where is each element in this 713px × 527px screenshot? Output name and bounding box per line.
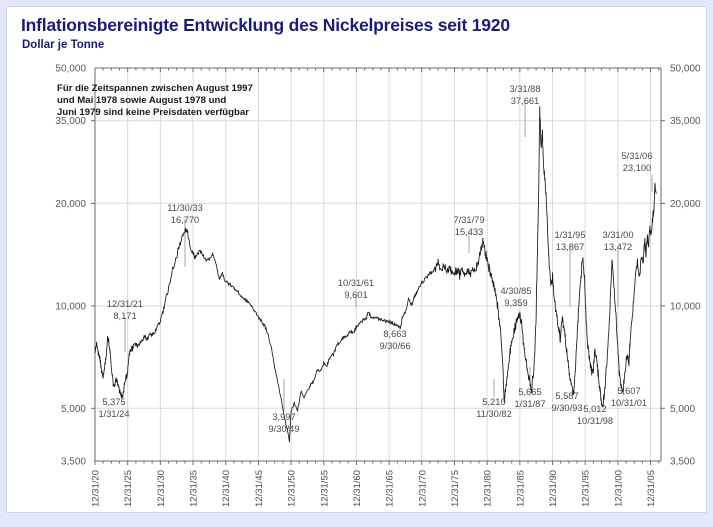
price-line: [94, 106, 657, 443]
annotation-value-or-date: 9/30/93: [551, 403, 582, 413]
x-axis-tick-label: 12/31/60: [352, 470, 363, 507]
chart-svg: 3,500 5,000 10,000 20,000 35,000 50,000 3,500…: [55, 64, 701, 507]
annotation-date-or-value: 4/30/85: [500, 286, 531, 296]
page-subtitle: Dollar je Tonne: [22, 39, 105, 51]
annotations-group: 12/31/21 8,171 5,375 1/31/24 11/30/33 16,770 3…: [98, 84, 652, 434]
annotation-date-or-value: 12/31/21: [107, 299, 143, 309]
price-series-group: [94, 106, 657, 443]
annotation-date-or-value: 5,587: [555, 391, 578, 401]
y-axis-tick-label: 10,000: [55, 301, 86, 312]
nickel-price-chart: 3,500 5,000 10,000 20,000 35,000 50,000 3,500…: [7, 7, 706, 512]
y-axis-tick-label-right: 20,000: [670, 199, 701, 210]
annotation-leader-lines: [124, 100, 653, 411]
note-line-2: und Mai 1978 sowie August 1978 und: [57, 95, 226, 106]
annotation-value-or-date: 9/30/66: [379, 341, 410, 351]
y-axis-tick-label-right: 35,000: [670, 116, 701, 127]
y-axis-tick-label: 50,000: [55, 64, 86, 75]
y-axis-tick-label-right: 3,500: [670, 457, 695, 468]
y-axis-tick-label-right: 50,000: [670, 64, 701, 75]
annotation-value-or-date: 37,661: [511, 96, 539, 106]
x-axis-tick-label: 12/31/35: [189, 470, 200, 507]
x-axis-tick-label: 12/31/00: [613, 470, 624, 507]
x-axis-tick-label: 12/31/85: [515, 470, 526, 507]
annotation-date-or-value: 5,210: [482, 397, 505, 407]
x-axis-tick-label: 12/31/20: [91, 470, 102, 507]
note-line-1: Für die Zeitspannen zwischen August 1997: [57, 83, 253, 94]
y-axis-left: 3,500 5,000 10,000 20,000 35,000 50,000: [55, 64, 95, 468]
x-axis-tick-label: 12/31/25: [123, 470, 134, 507]
annotation-value-or-date: 23,100: [623, 163, 651, 173]
annotation-value-or-date: 16,770: [171, 215, 199, 225]
x-axis-tick-label: 12/31/95: [581, 470, 592, 507]
x-axis-tick-label: 12/31/65: [385, 470, 396, 507]
x-axis-tick-label: 12/31/70: [417, 470, 428, 507]
annotation-date-or-value: 11/30/33: [167, 203, 203, 213]
x-axis-tick-label: 12/31/75: [450, 470, 461, 507]
annotation-value-or-date: 9,359: [504, 298, 527, 308]
x-axis-tick-label: 12/31/05: [646, 470, 657, 507]
y-axis-tick-label-right: 5,000: [670, 404, 695, 415]
y-axis-tick-label: 35,000: [55, 116, 86, 127]
x-axis-tick-label: 12/31/45: [254, 470, 265, 507]
annotation-date-or-value: 3/31/88: [509, 84, 540, 94]
annotation-value-or-date: 1/31/87: [514, 399, 545, 409]
annotation-date-or-value: 5,665: [518, 387, 541, 397]
y-axis-right: 3,500 5,000 10,000 20,000 35,000 50,000: [661, 64, 701, 468]
axis-frame: [94, 68, 662, 462]
annotation-value-or-date: 9,601: [344, 290, 367, 300]
x-axis-tick-label: 12/31/55: [319, 470, 330, 507]
x-axis-tick-label: 12/31/80: [483, 470, 494, 507]
missing-data-note: Für die Zeitspannen zwischen August 1997…: [57, 83, 253, 118]
annotation-value-or-date: 8,171: [113, 311, 136, 321]
annotation-value-or-date: 11/30/82: [476, 409, 512, 419]
annotation-date-or-value: 8,663: [383, 329, 406, 339]
annotation-date-or-value: 1/31/95: [554, 230, 585, 240]
annotation-date-or-value: 3,997: [272, 412, 295, 422]
x-axis: 12/31/20 12/31/25 12/31/30 12/31/35 12/31/40…: [91, 68, 660, 507]
y-axis-tick-label: 5,000: [61, 404, 86, 415]
y-axis-tick-label-right: 10,000: [670, 301, 701, 312]
note-line-3: Juni 1979 sind keine Preisdaten verfügba…: [57, 107, 249, 118]
x-axis-tick-label: 12/31/50: [287, 470, 298, 507]
y-axis-tick-label: 3,500: [61, 457, 86, 468]
annotation-date-or-value: 10/31/61: [338, 278, 374, 288]
annotation-date-or-value: 3/31/00: [602, 230, 633, 240]
annotation-date-or-value: 5/31/06: [621, 151, 652, 161]
y-axis-tick-label: 20,000: [55, 199, 86, 210]
annotation-value-or-date: 1/31/24: [98, 409, 129, 419]
chart-card: Inflationsbereinigte Entwicklung des Nic…: [7, 7, 706, 512]
annotation-value-or-date: 15,433: [455, 227, 483, 237]
annotation-date-or-value: 5,607: [617, 386, 640, 396]
annotation-value-or-date: 10/31/01: [611, 398, 647, 408]
annotation-date-or-value: 5,012: [583, 404, 606, 414]
annotation-value-or-date: 13,867: [556, 242, 584, 252]
x-axis-tick-label: 12/31/30: [156, 470, 167, 507]
x-axis-tick-label: 12/31/40: [221, 470, 232, 507]
annotation-value-or-date: 9/30/49: [268, 424, 299, 434]
x-axis-tick-label: 12/31/90: [548, 470, 559, 507]
page-title: Inflationsbereinigte Entwicklung des Nic…: [21, 15, 510, 35]
annotation-date-or-value: 7/31/79: [453, 215, 484, 225]
annotation-date-or-value: 5,375: [102, 397, 125, 407]
annotation-value-or-date: 10/31/98: [577, 416, 613, 426]
annotation-value-or-date: 13,472: [604, 242, 632, 252]
